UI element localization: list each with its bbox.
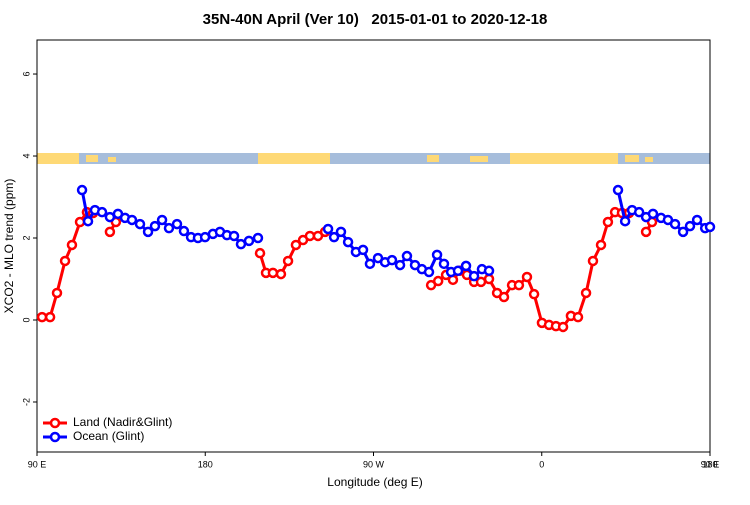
data-point xyxy=(595,239,607,251)
data-point xyxy=(243,235,255,247)
data-point xyxy=(267,267,279,279)
data-point xyxy=(460,260,472,272)
data-point xyxy=(580,287,592,299)
data-point xyxy=(290,239,302,251)
data-point xyxy=(156,214,168,226)
data-point xyxy=(282,255,294,267)
y-tick-label: 4 xyxy=(21,154,31,159)
data-point xyxy=(76,184,88,196)
data-point xyxy=(602,216,614,228)
data-point xyxy=(587,255,599,267)
data-point xyxy=(66,239,78,251)
data-point xyxy=(252,232,264,244)
data-point xyxy=(228,230,240,242)
data-point xyxy=(483,265,495,277)
data-point xyxy=(82,215,94,227)
data-point xyxy=(59,255,71,267)
x-tick-label: 90 E xyxy=(28,459,47,469)
data-point xyxy=(178,225,190,237)
data-point xyxy=(163,222,175,234)
x-tick-label: 180 xyxy=(702,459,717,469)
data-point xyxy=(633,206,645,218)
data-point xyxy=(104,226,116,238)
series-line xyxy=(42,210,654,329)
legend-label: Ocean (Glint) xyxy=(73,429,144,443)
data-point xyxy=(235,238,247,250)
data-point xyxy=(171,218,183,230)
data-point xyxy=(684,220,696,232)
x-axis-title: Longitude (deg E) xyxy=(327,475,422,489)
data-point xyxy=(528,288,540,300)
data-point xyxy=(96,206,108,218)
data-point xyxy=(640,226,652,238)
data-point xyxy=(468,270,480,282)
x-tick-label: 90 W xyxy=(363,459,385,469)
legend-marker xyxy=(49,417,61,429)
data-point xyxy=(401,250,413,262)
legend-marker xyxy=(49,431,61,443)
data-point xyxy=(386,254,398,266)
data-point xyxy=(513,279,525,291)
data-point xyxy=(483,273,495,285)
data-point xyxy=(51,287,63,299)
data-point xyxy=(342,236,354,248)
y-tick-label: 2 xyxy=(21,235,31,240)
data-point xyxy=(328,231,340,243)
data-point xyxy=(612,184,624,196)
data-point xyxy=(254,247,266,259)
plot-frame xyxy=(36,39,711,453)
data-point xyxy=(557,321,569,333)
x-tick-label: 90 E xyxy=(701,459,720,469)
data-point xyxy=(521,271,533,283)
data-point xyxy=(322,223,334,235)
x-tick-label: 0 xyxy=(539,459,544,469)
data-point xyxy=(438,258,450,270)
data-point xyxy=(275,268,287,280)
data-point xyxy=(498,291,510,303)
data-point xyxy=(142,226,154,238)
y-tick-label: 6 xyxy=(21,72,31,77)
y-tick-label: -2 xyxy=(21,398,31,406)
data-point xyxy=(74,216,86,228)
y-tick-label: 0 xyxy=(21,317,31,322)
data-point xyxy=(44,311,56,323)
chart-title: 35N-40N April (Ver 10) 2015-01-01 to 202… xyxy=(203,11,548,28)
data-point xyxy=(432,275,444,287)
data-point xyxy=(394,259,406,271)
map-strip xyxy=(37,153,710,164)
data-point xyxy=(704,221,716,233)
data-point xyxy=(452,265,464,277)
data-point xyxy=(149,220,161,232)
data-point xyxy=(134,218,146,230)
data-point xyxy=(647,208,659,220)
data-point xyxy=(104,211,116,223)
data-point xyxy=(619,215,631,227)
data-point xyxy=(423,266,435,278)
data-point xyxy=(431,249,443,261)
data-point xyxy=(572,311,584,323)
data-point xyxy=(357,244,369,256)
x-tick-label: 180 xyxy=(198,459,213,469)
data-point xyxy=(126,214,138,226)
data-point xyxy=(677,226,689,238)
y-axis-title: XCO2 - MLO trend (ppm) xyxy=(2,179,16,314)
data-point xyxy=(691,214,703,226)
data-point xyxy=(335,226,347,238)
data-point xyxy=(669,218,681,230)
data-point xyxy=(364,258,376,270)
legend-label: Land (Nadir&Glint) xyxy=(73,415,172,429)
